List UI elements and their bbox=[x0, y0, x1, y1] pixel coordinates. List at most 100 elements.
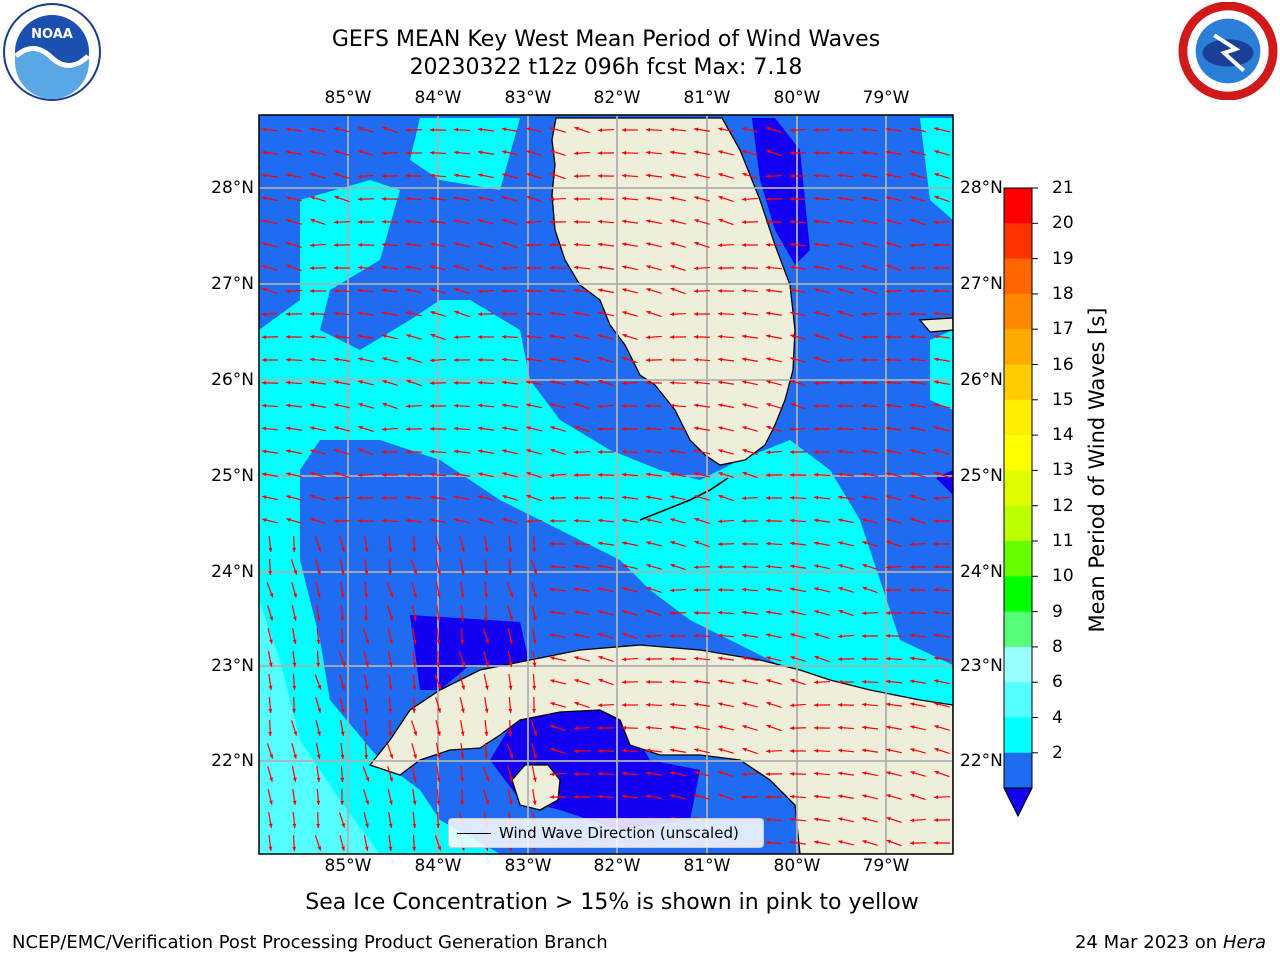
colorbar-tick-label: 21 bbox=[1052, 178, 1074, 198]
wave-arrow-head bbox=[340, 777, 345, 782]
wave-arrow-head bbox=[910, 243, 915, 248]
wave-arrow-head bbox=[670, 518, 675, 522]
wave-arrow-head bbox=[436, 754, 441, 759]
wave-arrow-head bbox=[646, 495, 651, 500]
wave-arrow-head bbox=[790, 128, 795, 133]
wave-arrow-head bbox=[934, 172, 939, 177]
wave-arrow-head bbox=[484, 731, 489, 736]
wave-arrow-head bbox=[814, 632, 819, 637]
wave-arrow-head bbox=[718, 403, 723, 408]
wave-arrow-head bbox=[790, 633, 795, 637]
wave-arrow-head bbox=[670, 196, 675, 201]
colorbar-segment bbox=[1004, 364, 1032, 401]
wave-arrow-head bbox=[718, 127, 723, 132]
wave-arrow-head bbox=[934, 633, 939, 638]
lon-tick: 81°W bbox=[683, 856, 731, 876]
wave-arrow-head bbox=[406, 173, 411, 178]
wave-arrow-head bbox=[646, 335, 651, 340]
wave-arrow-head bbox=[574, 495, 579, 500]
wave-arrow-head bbox=[550, 403, 555, 407]
wave-arrow-head bbox=[742, 656, 747, 661]
wave-arrow-head bbox=[646, 702, 651, 707]
wave-arrow-head bbox=[454, 287, 459, 292]
wave-arrow-head bbox=[742, 265, 747, 270]
wave-arrow-head bbox=[910, 793, 915, 798]
wave-arrow-head bbox=[502, 357, 507, 362]
wave-arrow-head bbox=[454, 242, 459, 246]
wave-arrow-head bbox=[622, 771, 627, 776]
wave-arrow-head bbox=[718, 656, 723, 661]
wave-arrow-head bbox=[670, 312, 675, 317]
wave-arrow-head bbox=[550, 149, 555, 154]
wave-arrow-head bbox=[550, 633, 555, 638]
lat-tick: 27°N bbox=[211, 274, 254, 294]
wave-arrow-head bbox=[574, 772, 579, 776]
wave-arrow-head bbox=[478, 449, 483, 454]
lat-tick: 25°N bbox=[211, 466, 254, 486]
wave-arrow-head bbox=[454, 358, 459, 363]
wave-arrow-head bbox=[526, 494, 531, 499]
wave-arrow-head bbox=[502, 150, 507, 155]
wave-arrow-head bbox=[574, 126, 579, 131]
wave-arrow-head bbox=[262, 403, 267, 408]
wave-arrow-head bbox=[814, 381, 819, 386]
wave-arrow-head bbox=[388, 846, 393, 851]
wave-arrow-head bbox=[694, 357, 699, 362]
colorbar-tick-label: 6 bbox=[1052, 672, 1063, 693]
wave-arrow-head bbox=[502, 241, 507, 246]
wave-arrow-head bbox=[718, 633, 723, 638]
wave-arrow-head bbox=[316, 616, 321, 621]
wave-arrow-head bbox=[718, 770, 723, 775]
wave-arrow-head bbox=[430, 518, 435, 523]
wave-arrow-head bbox=[646, 358, 651, 363]
wave-arrow-head bbox=[454, 426, 459, 431]
wave-arrow-head bbox=[718, 311, 723, 316]
wave-arrow-head bbox=[646, 725, 651, 730]
wave-arrow-head bbox=[509, 593, 514, 598]
wave-arrow-head bbox=[646, 518, 651, 523]
wave-arrow-head bbox=[388, 823, 393, 828]
wave-arrow-head bbox=[389, 616, 394, 621]
wave-arrow-head bbox=[406, 379, 411, 384]
wave-arrow-head bbox=[550, 197, 555, 202]
wave-arrow-head bbox=[694, 426, 699, 431]
wave-arrow-head bbox=[694, 495, 699, 499]
wave-arrow-head bbox=[694, 517, 699, 522]
wave-arrow-head bbox=[382, 495, 387, 500]
wave-arrow-head bbox=[766, 656, 771, 660]
wave-arrow-head bbox=[910, 770, 915, 775]
wave-arrow-head bbox=[814, 518, 819, 523]
wave-arrow-head bbox=[365, 777, 370, 782]
wave-arrow-head bbox=[790, 817, 795, 822]
wave-arrow-head bbox=[574, 749, 579, 754]
wave-arrow-head bbox=[886, 540, 891, 545]
wave-arrow-head bbox=[814, 840, 819, 845]
nws-logo-icon bbox=[1178, 2, 1278, 100]
wave-arrow-head bbox=[742, 220, 747, 225]
wave-arrow-head bbox=[533, 731, 538, 736]
wave-arrow-head bbox=[550, 220, 555, 225]
sea-ice-note: Sea Ice Concentration > 15% is shown in … bbox=[305, 890, 919, 915]
wave-arrow-head bbox=[790, 379, 795, 384]
period-below-2-region-caribbean bbox=[410, 615, 530, 690]
wave-arrow-head bbox=[718, 195, 723, 200]
wave-arrow-head bbox=[364, 570, 369, 575]
colorbar-segment bbox=[1004, 646, 1032, 683]
wave-arrow-head bbox=[413, 570, 418, 575]
wave-arrow-head bbox=[262, 358, 267, 362]
wave-arrow-head bbox=[526, 403, 531, 408]
wave-arrow-head bbox=[358, 425, 363, 430]
wave-arrow-head bbox=[694, 633, 699, 638]
wave-arrow-head bbox=[478, 380, 483, 385]
wave-arrow-head bbox=[646, 657, 651, 662]
wave-arrow-head bbox=[478, 518, 483, 522]
lon-tick: 85°W bbox=[324, 856, 372, 876]
wave-arrow-head bbox=[364, 685, 369, 690]
wave-arrow-head bbox=[526, 449, 531, 453]
wave-arrow-head bbox=[310, 195, 315, 200]
wave-arrow-head bbox=[598, 610, 603, 614]
wave-arrow-head bbox=[550, 679, 555, 683]
wave-arrow-head bbox=[838, 288, 843, 292]
wave-arrow-head bbox=[718, 426, 723, 431]
wave-arrow-head bbox=[502, 472, 507, 476]
